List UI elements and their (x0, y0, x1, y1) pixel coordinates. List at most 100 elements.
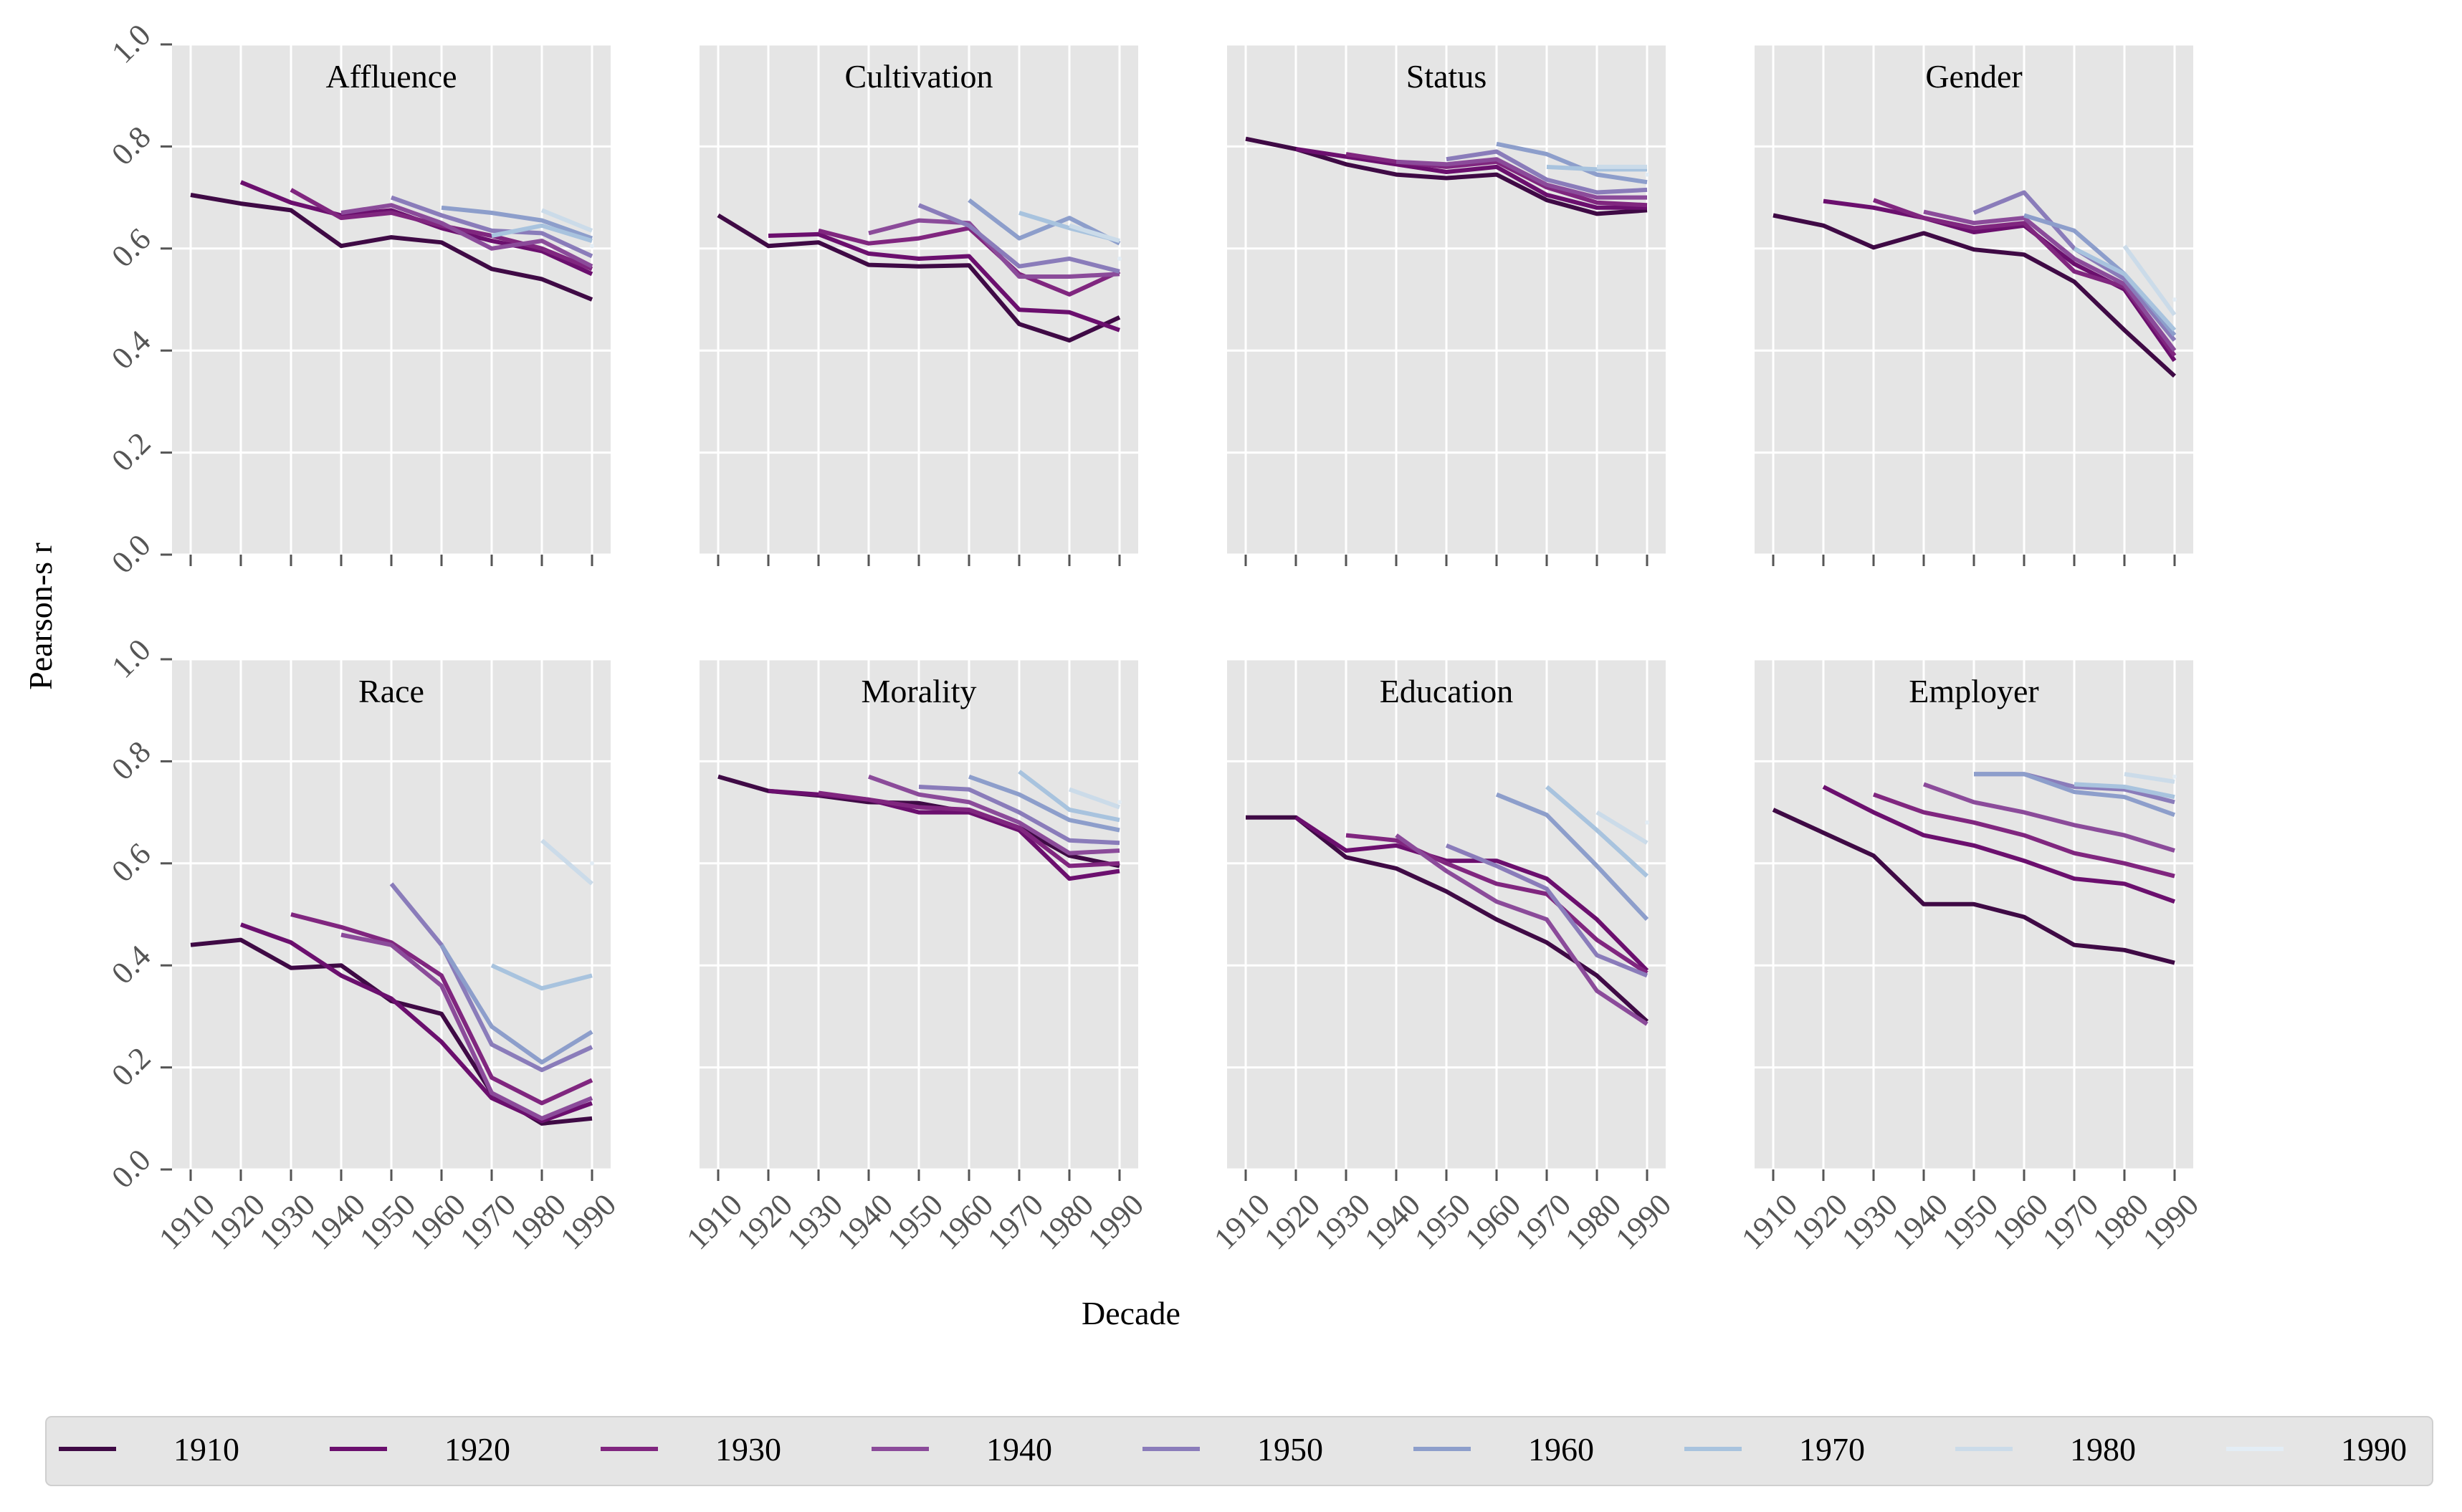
x-tick-label: 1910 (1735, 1187, 1804, 1256)
x-tick-label: 1990 (1081, 1187, 1150, 1256)
y-tick-label: 0.6 (105, 836, 158, 889)
legend-label: 1950 (1257, 1431, 1323, 1468)
series-line-1980 (540, 208, 593, 233)
panel-title: Affluence (325, 58, 457, 95)
series-line-1980 (1068, 787, 1121, 810)
series-line-1970 (1546, 164, 1647, 172)
series-line-1910 (190, 193, 593, 302)
x-tick-label: 1930 (1835, 1187, 1904, 1256)
series-line-1970 (490, 963, 593, 991)
x-tick-label: 1990 (553, 1187, 623, 1256)
y-axis-label: Pearson-s r (22, 542, 59, 690)
panel-title: Morality (862, 673, 977, 709)
series-point-1990 (1645, 820, 1649, 825)
series-line-1960 (968, 198, 1121, 246)
series-line-1910 (1772, 808, 2175, 965)
y-tick-label: 1.0 (105, 17, 158, 70)
series-line-1940 (868, 218, 1120, 279)
series-point-1990 (1117, 257, 1122, 261)
series-point-1990 (590, 244, 594, 249)
series-line-1980 (1595, 810, 1649, 845)
series-line-1960 (1974, 772, 2176, 818)
x-tick-label: 1970 (453, 1187, 523, 1256)
legend-item-1930: 1930 (601, 1431, 781, 1468)
series-line-1920 (239, 922, 593, 1124)
series-point-1990 (2172, 297, 2177, 302)
x-tick-label: 1920 (1257, 1187, 1327, 1256)
series-point-1990 (590, 861, 594, 866)
series-line-1970 (491, 223, 593, 243)
x-tick-label: 1940 (302, 1187, 372, 1256)
series-line-1970 (1018, 770, 1120, 823)
series-line-1930 (818, 790, 1120, 869)
legend-item-1940: 1940 (872, 1431, 1052, 1468)
legend-label: 1910 (173, 1431, 239, 1468)
panel-cultivation: Cultivation (700, 43, 1138, 566)
legend-item-1950: 1950 (1142, 1431, 1323, 1468)
series-line-1940 (867, 774, 1120, 856)
x-tick-label: 1960 (930, 1187, 1000, 1256)
x-tick-label: 1910 (1207, 1187, 1277, 1256)
panel-title: Status (1406, 58, 1487, 95)
series-line-1970 (2074, 782, 2175, 800)
series-line-1960 (968, 774, 1120, 833)
panel-affluence: 0.0 0.2 0.4 0.6 0.8 1.0 Affluence (105, 17, 611, 580)
series-line-1940 (1923, 209, 2177, 353)
x-tick-label: 1940 (1358, 1187, 1427, 1256)
series-line-1970 (2073, 247, 2177, 332)
series-line-1930 (290, 912, 593, 1106)
series-line-1920 (768, 231, 1121, 332)
series-line-1920 (1822, 785, 2176, 904)
series-line-1950 (917, 203, 1120, 274)
y-tick-label: 0.2 (105, 426, 158, 479)
panel-gender: Gender (1755, 43, 2193, 566)
panel-race: 0.00.20.40.60.81.01910192019301940195019… (105, 632, 623, 1256)
x-tick-label: 1980 (2086, 1187, 2155, 1256)
panel-title: Race (358, 673, 424, 709)
series-line-1950 (1446, 149, 1648, 195)
legend-label: 1980 (2070, 1431, 2136, 1468)
x-tick-label: 1990 (2136, 1187, 2205, 1256)
series-line-1940 (340, 203, 593, 269)
series-line-1960 (1495, 792, 1649, 922)
series-line-1940 (1395, 833, 1649, 1026)
series-line-1960 (1496, 141, 1648, 185)
series-line-1910 (1772, 213, 2177, 378)
series-point-1990 (1645, 172, 1649, 177)
series-line-1920 (1294, 815, 1649, 972)
y-tick-label: 0.0 (105, 527, 158, 580)
y-tick-label: 0.8 (105, 120, 158, 173)
panel-title: Employer (1909, 673, 2038, 709)
legend-item-1910: 1910 (59, 1431, 239, 1468)
legend-label: 1940 (986, 1431, 1052, 1468)
series-line-1940 (1395, 157, 1647, 200)
y-tick-label: 1.0 (105, 632, 158, 685)
legend-label: 1920 (444, 1431, 510, 1468)
legend-label: 1990 (2341, 1431, 2407, 1468)
x-tick-label: 1980 (1558, 1187, 1628, 1256)
series-point-1990 (1117, 800, 1122, 805)
x-tick-label: 1980 (503, 1187, 573, 1256)
x-tick-label: 1910 (679, 1187, 749, 1256)
x-tick-label: 1920 (1785, 1187, 1854, 1256)
legend-label: 1930 (715, 1431, 781, 1468)
series-line-1960 (439, 944, 593, 1065)
x-axis-label: Decade (1082, 1295, 1180, 1331)
x-tick-label: 1970 (980, 1187, 1050, 1256)
series-line-1940 (340, 932, 593, 1121)
series-line-1940 (1922, 782, 2175, 853)
series-line-1980 (2122, 244, 2177, 317)
legend-item-1980: 1980 (1955, 1431, 2136, 1468)
panel-status: Status (1227, 43, 1666, 566)
legend-frame (45, 1416, 2433, 1486)
y-tick-label: 0.0 (105, 1142, 158, 1195)
x-tick-label: 1960 (403, 1187, 472, 1256)
series-line-1950 (1445, 843, 1649, 978)
legend: 1910 1920 1930 1940 1950 1960 1970 1980 1990 (45, 1416, 2433, 1486)
y-tick-label: 0.6 (105, 221, 158, 274)
x-tick-label: 1990 (1608, 1187, 1678, 1256)
